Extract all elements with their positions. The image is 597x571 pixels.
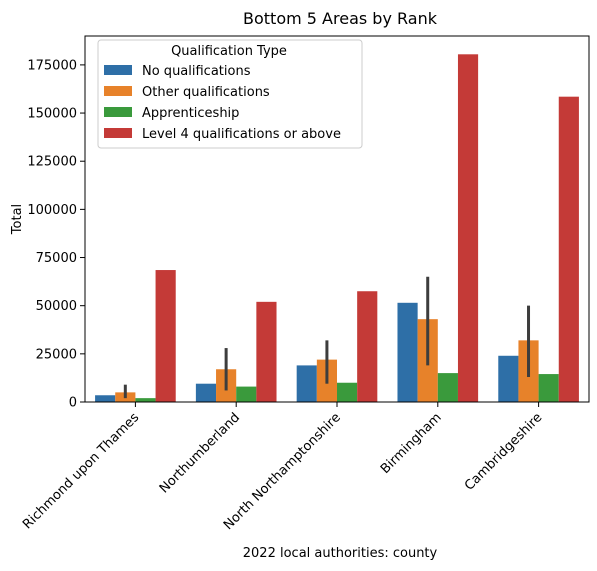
legend-entry: Other qualifications: [142, 85, 270, 100]
chart-title: Bottom 5 Areas by Rank: [243, 9, 438, 28]
y-tick-label: 150000: [27, 107, 77, 122]
y-tick-label: 0: [69, 396, 77, 411]
y-tick-label: 175000: [27, 58, 77, 73]
x-axis-label: 2022 local authorities: county: [243, 546, 438, 561]
x-tick-label: Cambridgeshire: [462, 410, 546, 494]
bar: [437, 373, 458, 402]
legend-entry: Apprenticeship: [142, 106, 239, 121]
bar: [538, 374, 559, 402]
legend-swatch: [104, 86, 132, 96]
x-tick-label: Birmingham: [378, 410, 445, 477]
legend-entry: Level 4 qualifications or above: [142, 127, 341, 142]
axes-frame: [84, 35, 590, 403]
legend-swatch: [104, 107, 132, 117]
y-tick-label: 100000: [27, 203, 77, 218]
y-tick-label: 50000: [36, 299, 77, 314]
bar: [296, 365, 317, 402]
bar: [498, 355, 519, 402]
bar: [558, 96, 579, 402]
bar: [357, 291, 378, 402]
legend-swatch: [104, 128, 132, 138]
bar: [135, 398, 156, 402]
x-tick-label: Richmond upon Thames: [20, 410, 142, 532]
x-tick-label: Northumberland: [157, 410, 243, 496]
bar: [155, 270, 176, 402]
legend-box: [97, 39, 363, 149]
y-tick-label: 25000: [36, 347, 77, 362]
bar: [195, 383, 217, 402]
legend: Qualification Type No qualifications Other…: [97, 39, 363, 149]
legend-entry: No qualifications: [142, 64, 251, 79]
legend-swatch: [104, 65, 132, 75]
bar: [457, 54, 479, 403]
y-tick-label: 75000: [36, 251, 77, 266]
y-axis-label: Total: [10, 204, 25, 235]
bar: [256, 301, 277, 402]
bar: [397, 302, 418, 402]
legend-title: Qualification Type: [171, 44, 287, 59]
bar: [95, 395, 116, 402]
y-tick-label: 125000: [27, 155, 77, 170]
bar: [337, 382, 358, 402]
x-tick-label: North Northamptonshire: [221, 410, 344, 533]
bar: [236, 386, 257, 402]
bars: [95, 54, 579, 403]
